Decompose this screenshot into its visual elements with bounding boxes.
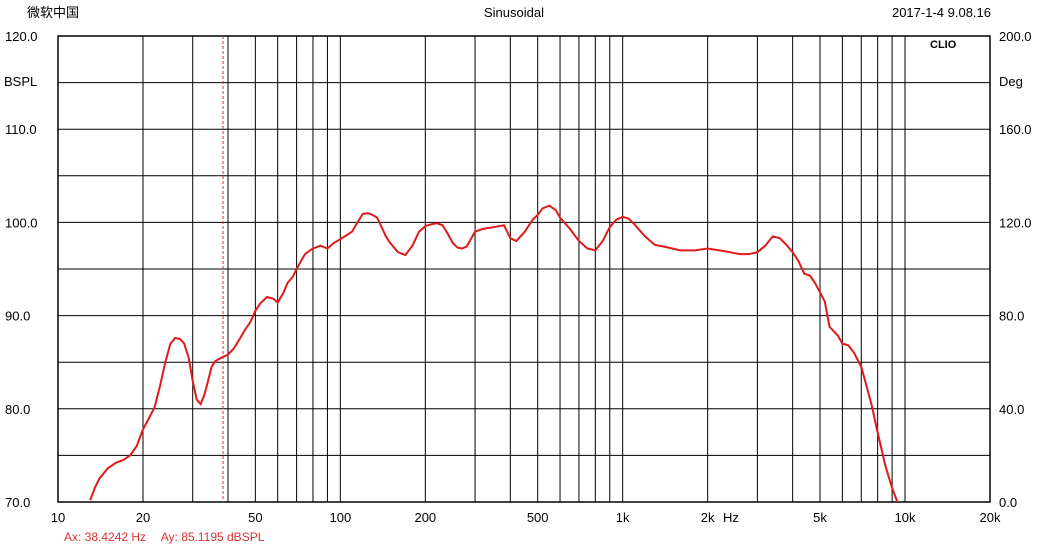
x-tick-label: 50 (248, 510, 262, 525)
x-tick-label: 200 (414, 510, 436, 525)
y2-tick-label: 200.0 (999, 29, 1032, 44)
cursor-y-readout: Ay: 85.1195 dBSPL (160, 530, 265, 544)
y2-tick-label: 160.0 (999, 122, 1032, 137)
y-axis-label: BSPL (4, 74, 37, 89)
brand-label: CLIO (930, 39, 957, 51)
x-tick-label: 20 (136, 510, 150, 525)
y2-axis-label: Deg (999, 74, 1023, 89)
x-tick-label: 500 (527, 510, 549, 525)
y-tick-label: 90.0 (5, 309, 30, 324)
y2-tick-label: 0.0 (999, 495, 1017, 510)
x-tick-label: 1k (616, 510, 630, 525)
x-tick-label: 10k (895, 510, 916, 525)
x-tick-label: 20k (980, 510, 1001, 525)
grid (57, 35, 991, 503)
x-tick-label: 2k (701, 510, 715, 525)
tick-labels: 10 20 50 100 200 500 1k 2k 5k 10k 20k 70.0 80.0 90.0 1… (5, 29, 1032, 525)
header-left-text: 微软中国 (27, 5, 80, 20)
y2-tick-label: 40.0 (999, 402, 1024, 417)
x-axis-unit-label: Hz (723, 510, 739, 525)
y-tick-label: 110.0 (5, 122, 37, 137)
cursor-x-readout: Ax: 38.4242 Hz (64, 530, 147, 544)
cursor-readout: Ax: 38.4242 Hz Ay: 85.1195 dBSPL (64, 530, 276, 544)
x-tick-label: 10 (51, 510, 65, 525)
y2-tick-label: 120.0 (999, 215, 1032, 230)
y-tick-label: 70.0 (5, 495, 30, 510)
y-tick-label: 100.0 (5, 215, 38, 230)
y2-tick-label: 80.0 (999, 309, 1024, 324)
x-tick-label: 100 (329, 510, 351, 525)
timestamp: 2017-1-4 9.08.16 (891, 5, 991, 20)
plot-frame (57, 35, 991, 503)
y-tick-label: 120.0 (5, 29, 38, 44)
x-tick-label: 5k (813, 510, 827, 525)
response-curve (89, 204, 899, 503)
chart-title: Sinusoidal (484, 5, 544, 20)
y-tick-label: 80.0 (5, 402, 30, 417)
